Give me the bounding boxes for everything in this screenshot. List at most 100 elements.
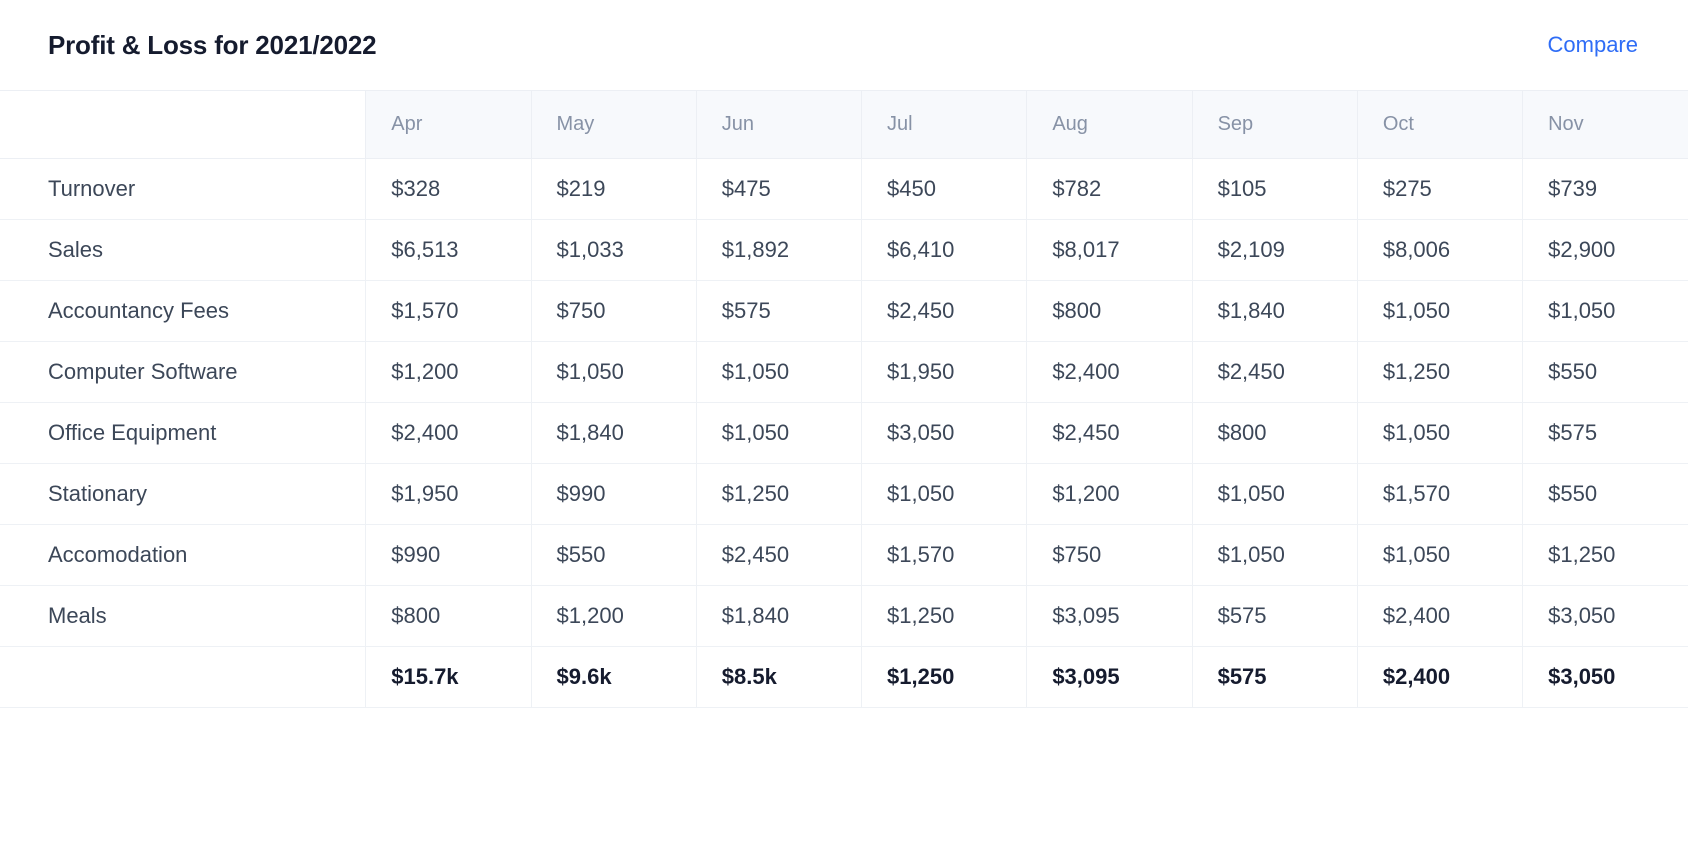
cell: $3,095 <box>1026 585 1193 647</box>
cell: $6,410 <box>861 219 1027 281</box>
table-row: Meals $800 $1,200 $1,840 $1,250 $3,095 $… <box>0 585 1688 647</box>
total-cell: $1,250 <box>861 646 1027 708</box>
row-label: Office Equipment <box>0 402 366 464</box>
cell: $800 <box>365 585 532 647</box>
cell: $1,200 <box>1026 463 1193 525</box>
row-label: Meals <box>0 585 366 647</box>
table-total-row: $15.7k $9.6k $8.5k $1,250 $3,095 $575 $2… <box>0 646 1688 708</box>
cell: $575 <box>1191 585 1358 647</box>
cell: $1,050 <box>1522 280 1688 342</box>
cell: $782 <box>1026 158 1193 220</box>
total-cell: $3,050 <box>1522 646 1688 708</box>
header-row: Apr May Jun Jul Aug Sep Oct Nov <box>0 90 1688 159</box>
table-row: Computer Software $1,200 $1,050 $1,050 $… <box>0 341 1688 403</box>
column-header-sep[interactable]: Sep <box>1191 90 1358 159</box>
row-label: Stationary <box>0 463 366 525</box>
table-row: Turnover $328 $219 $475 $450 $782 $105 $… <box>0 158 1688 220</box>
total-row-label <box>0 646 366 708</box>
total-cell: $8.5k <box>695 646 862 708</box>
total-cell: $15.7k <box>365 646 532 708</box>
cell: $739 <box>1522 158 1688 220</box>
column-header-apr[interactable]: Apr <box>365 90 532 159</box>
cell: $3,050 <box>861 402 1027 464</box>
total-cell: $2,400 <box>1356 646 1523 708</box>
cell: $1,840 <box>530 402 697 464</box>
cell: $1,250 <box>861 585 1027 647</box>
cell: $1,570 <box>861 524 1027 586</box>
compare-link[interactable]: Compare <box>1547 32 1638 57</box>
cell: $2,450 <box>1026 402 1193 464</box>
table-row: Stationary $1,950 $990 $1,250 $1,050 $1,… <box>0 463 1688 525</box>
page-title: Profit & Loss for 2021/2022 <box>48 30 377 60</box>
cell: $219 <box>530 158 697 220</box>
cell: $328 <box>365 158 532 220</box>
cell: $1,200 <box>530 585 697 647</box>
cell: $1,200 <box>365 341 532 403</box>
cell: $1,840 <box>695 585 862 647</box>
table-row: Office Equipment $2,400 $1,840 $1,050 $3… <box>0 402 1688 464</box>
cell: $575 <box>695 280 862 342</box>
cell: $1,840 <box>1191 280 1358 342</box>
cell: $2,450 <box>861 280 1027 342</box>
cell: $1,892 <box>695 219 862 281</box>
row-label: Computer Software <box>0 341 366 403</box>
column-header-jul[interactable]: Jul <box>861 90 1027 159</box>
cell: $990 <box>530 463 697 525</box>
cell: $1,050 <box>1356 402 1523 464</box>
cell: $1,950 <box>861 341 1027 403</box>
cell: $6,513 <box>365 219 532 281</box>
column-header-label <box>0 90 366 159</box>
cell: $1,950 <box>365 463 532 525</box>
row-label: Sales <box>0 219 366 281</box>
cell: $1,050 <box>1356 524 1523 586</box>
cell: $2,450 <box>695 524 862 586</box>
total-cell: $3,095 <box>1026 646 1193 708</box>
cell: $275 <box>1356 158 1523 220</box>
cell: $2,450 <box>1191 341 1358 403</box>
cell: $1,050 <box>1191 463 1358 525</box>
table-row: Accountancy Fees $1,570 $750 $575 $2,450… <box>0 280 1688 342</box>
cell: $1,050 <box>861 463 1027 525</box>
cell: $1,050 <box>695 341 862 403</box>
cell: $550 <box>1522 463 1688 525</box>
cell: $450 <box>861 158 1027 220</box>
cell: $2,900 <box>1522 219 1688 281</box>
cell: $750 <box>530 280 697 342</box>
cell: $1,050 <box>695 402 862 464</box>
table-header: Apr May Jun Jul Aug Sep Oct Nov <box>0 90 1688 159</box>
cell: $990 <box>365 524 532 586</box>
total-cell: $575 <box>1191 646 1358 708</box>
cell: $575 <box>1522 402 1688 464</box>
cell: $1,033 <box>530 219 697 281</box>
cell: $1,570 <box>1356 463 1523 525</box>
cell: $1,050 <box>1356 280 1523 342</box>
cell: $1,050 <box>1191 524 1358 586</box>
row-label: Accountancy Fees <box>0 280 366 342</box>
profit-loss-table: Apr May Jun Jul Aug Sep Oct Nov Turnover… <box>0 90 1688 708</box>
cell: $1,250 <box>1356 341 1523 403</box>
cell: $750 <box>1026 524 1193 586</box>
cell: $800 <box>1191 402 1358 464</box>
cell: $2,400 <box>365 402 532 464</box>
column-header-aug[interactable]: Aug <box>1026 90 1193 159</box>
row-label: Turnover <box>0 158 366 220</box>
cell: $550 <box>530 524 697 586</box>
table-body: Turnover $328 $219 $475 $450 $782 $105 $… <box>0 158 1688 708</box>
cell: $1,050 <box>530 341 697 403</box>
cell: $3,050 <box>1522 585 1688 647</box>
cell: $1,570 <box>365 280 532 342</box>
cell: $8,017 <box>1026 219 1193 281</box>
row-label: Accomodation <box>0 524 366 586</box>
column-header-may[interactable]: May <box>530 90 697 159</box>
column-header-nov[interactable]: Nov <box>1522 90 1688 159</box>
table-row: Sales $6,513 $1,033 $1,892 $6,410 $8,017… <box>0 219 1688 281</box>
table-row: Accomodation $990 $550 $2,450 $1,570 $75… <box>0 524 1688 586</box>
column-header-jun[interactable]: Jun <box>695 90 862 159</box>
card-header: Profit & Loss for 2021/2022 Compare <box>0 0 1688 90</box>
column-header-oct[interactable]: Oct <box>1356 90 1523 159</box>
cell: $475 <box>695 158 862 220</box>
cell: $8,006 <box>1356 219 1523 281</box>
cell: $2,109 <box>1191 219 1358 281</box>
cell: $1,250 <box>1522 524 1688 586</box>
